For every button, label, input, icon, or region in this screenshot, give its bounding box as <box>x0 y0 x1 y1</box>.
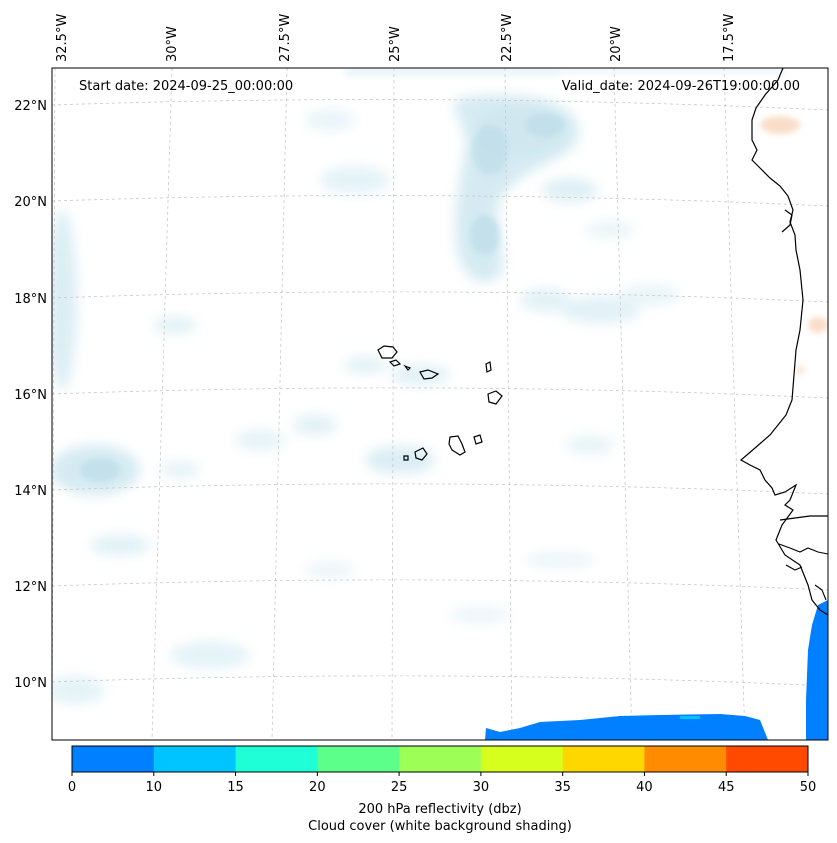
colorbar-swatch <box>726 746 809 772</box>
island-boa-vista <box>487 390 503 405</box>
colorbar-swatch <box>153 746 237 772</box>
warm-reflectivity-spots <box>760 116 828 375</box>
island-maio <box>473 434 483 445</box>
start-date-text: Start date: 2024-09-25_00:00:00 <box>79 79 293 94</box>
island-sao-nicolau <box>419 369 440 380</box>
colorbar-tick-label: 25 <box>391 780 408 795</box>
lat-label-10n: 10°N <box>14 676 47 691</box>
colorbar-swatch <box>72 746 155 772</box>
colorbar-frame <box>71 745 809 773</box>
lon-label-27-5w: 27.5°W <box>278 14 293 62</box>
colorbar-tick-label: 0 <box>68 780 76 795</box>
cape-verde-islands <box>377 345 503 461</box>
island-fogo <box>414 447 428 461</box>
guinea-bissau-coast <box>778 543 828 555</box>
colorbar-swatch <box>317 746 400 772</box>
lon-label-17-5w: 17.5°W <box>722 14 737 62</box>
colorbar-swatches <box>72 746 809 772</box>
colorbar-ticks: 0 10 15 20 25 30 35 40 45 50 <box>68 772 816 795</box>
map-area: Start date: 2024-09-25_00:00:00 Valid_da… <box>52 68 828 740</box>
bijagos-island <box>785 564 803 571</box>
guinea-coast <box>814 584 827 601</box>
island-santiago <box>448 435 466 456</box>
valid-date-text: Valid_date: 2024-09-26T19:00:00.00 <box>562 79 800 94</box>
island-brava <box>403 455 409 461</box>
colorbar-swatch <box>235 746 318 772</box>
island-sao-vicente <box>388 359 402 367</box>
colorbar-tick-label: 30 <box>473 780 490 795</box>
gambia-border <box>779 515 828 521</box>
colorbar-swatch <box>480 746 564 772</box>
island-santo-antao <box>377 345 398 359</box>
lon-label-32-5w: 32.5°W <box>55 14 70 62</box>
reflectivity-blue-regions <box>485 600 828 740</box>
colorbar-swatch <box>399 746 482 772</box>
colorbar-tick-label: 20 <box>309 780 326 795</box>
colorbar-swatch <box>644 746 727 772</box>
lon-label-30w: 30°W <box>165 26 180 62</box>
lon-label-25w: 25°W <box>388 26 403 62</box>
lat-label-12n: 12°N <box>14 580 47 595</box>
africa-coastline <box>739 68 828 616</box>
lon-label-22-5w: 22.5°W <box>500 14 515 62</box>
lat-label-18n: 18°N <box>14 292 47 307</box>
colorbar: 0 10 15 20 25 30 35 40 45 50 200 hPa reflectivity… <box>68 745 816 834</box>
map-background <box>52 68 828 740</box>
colorbar-tick-label: 40 <box>636 780 653 795</box>
colorbar-tick-label: 45 <box>718 780 735 795</box>
lat-label-22n: 22°N <box>14 99 47 114</box>
colorbar-label: 200 hPa reflectivity (dbz) <box>358 802 521 817</box>
colorbar-tick-label: 10 <box>146 780 163 795</box>
colorbar-sublabel: Cloud cover (white background shading) <box>308 819 572 834</box>
lat-label-16n: 16°N <box>14 388 47 403</box>
colorbar-tick-label: 50 <box>800 780 817 795</box>
island-sal <box>485 361 492 373</box>
lat-label-14n: 14°N <box>14 484 47 499</box>
map-frame <box>51 67 829 741</box>
longitude-labels: 32.5°W 30°W 27.5°W 25°W 22.5°W 20°W 17.5… <box>55 14 737 62</box>
graticule <box>52 68 828 740</box>
colorbar-swatch <box>562 746 645 772</box>
latitude-labels: 22°N 20°N 18°N 16°N 14°N 12°N 10°N <box>14 99 47 691</box>
coast-inlet <box>781 209 793 233</box>
island-santa-luzia <box>403 364 412 371</box>
colorbar-tick-label: 15 <box>227 780 244 795</box>
lon-label-20w: 20°W <box>609 26 624 62</box>
lat-label-20n: 20°N <box>14 195 47 210</box>
colorbar-tick-label: 35 <box>554 780 571 795</box>
